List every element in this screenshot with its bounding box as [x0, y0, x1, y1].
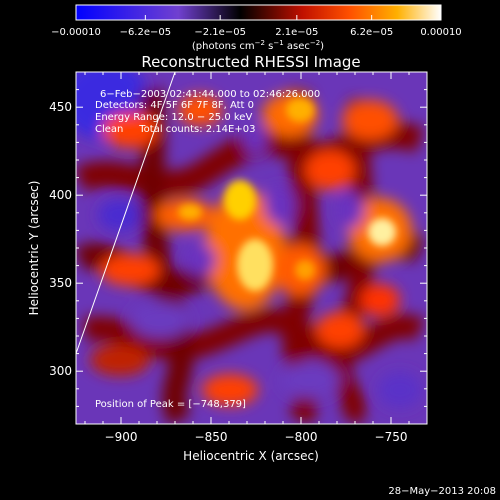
solar-limb-line	[76, 72, 176, 354]
annotation-time-range: 6−Feb−2003 02:41:44.000 to 02:46:26.000	[100, 89, 320, 100]
annotation-energy-range: Energy Range: 12.0 − 25.0 keV	[95, 112, 252, 123]
colorbar-tick-label: −0.00010	[51, 27, 101, 38]
x-tick-label: −900	[105, 430, 138, 444]
y-tick-label: 300	[49, 364, 72, 378]
x-axis-ticks	[84, 72, 428, 424]
colorbar-tick-labels: −0.00010 −6.2e−05 −2.1e−05 2.1e−05 6.2e−05 0.…	[51, 27, 462, 38]
chart-title: Reconstructed RHESSI Image	[141, 53, 360, 71]
colorbar-ticks	[75, 15, 442, 20]
x-axis-label: Heliocentric X (arcsec)	[183, 449, 319, 463]
annotation-clean-counts: Clean Total counts: 2.14E+03	[95, 124, 255, 135]
x-tick-label: −750	[375, 430, 408, 444]
colorbar-tick-label: −6.2e−05	[120, 27, 172, 38]
colorbar-tick-label: −2.1e−05	[194, 27, 246, 38]
colorbar-units: (photons cm−2 s−1 asec−2)	[192, 39, 324, 52]
y-axis-tick-labels: 300 350 400 450	[49, 100, 72, 378]
colorbar-gradient	[76, 5, 441, 20]
y-axis-label: Heliocentric Y (arcsec)	[27, 181, 41, 316]
annotation-detectors: Detectors: 4F 5F 6F 7F 8F, Att 0	[95, 100, 254, 111]
y-tick-label: 400	[49, 188, 72, 202]
x-tick-label: −800	[285, 430, 318, 444]
colorbar-frame	[75, 4, 442, 21]
colorbar-tick-label: 0.00010	[420, 27, 461, 38]
heatmap-bright-cores	[178, 98, 396, 291]
y-tick-label: 350	[49, 276, 72, 290]
heatmap-image	[76, 72, 427, 424]
colorbar: −0.00010 −6.2e−05 −2.1e−05 2.1e−05 6.2e−05 0.…	[51, 4, 462, 52]
footer-date: 28−May−2013 20:08	[388, 486, 496, 497]
y-axis-ticks	[76, 71, 427, 407]
y-tick-label: 450	[49, 100, 72, 114]
colorbar-tick-label: 2.1e−05	[275, 27, 318, 38]
peak-position-label: Position of Peak = [−748,379]	[95, 399, 246, 410]
colorbar-tick-label: 6.2e−05	[350, 27, 393, 38]
x-axis-tick-labels: −900 −850 −800 −750	[105, 430, 408, 444]
x-tick-label: −850	[195, 430, 228, 444]
